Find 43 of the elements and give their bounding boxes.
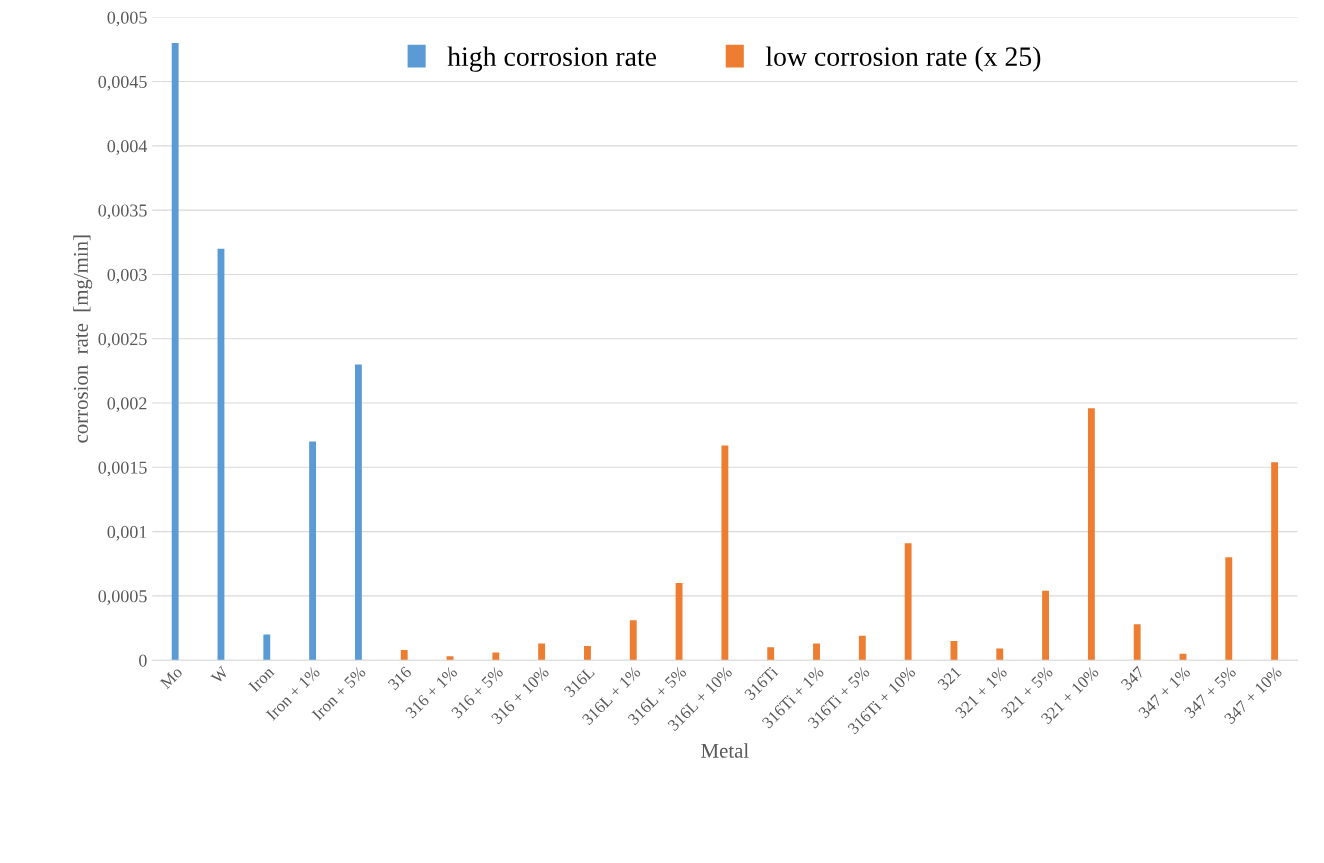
bar bbox=[629, 620, 637, 661]
x-tick-label: Mo bbox=[159, 665, 184, 690]
bar bbox=[767, 647, 775, 661]
bar bbox=[1133, 624, 1141, 661]
bar bbox=[1087, 408, 1095, 661]
legend-label: high corrosion rate bbox=[447, 46, 657, 72]
y-tick-label: 0,0025 bbox=[98, 332, 147, 348]
y-axis-title: corrosion rate [mg/min] bbox=[73, 235, 93, 443]
y-tick-label: 0,0005 bbox=[98, 590, 147, 605]
x-tick-label: Iron bbox=[248, 665, 275, 693]
x-tick-label: W bbox=[210, 665, 230, 685]
x-tick-label: 316L bbox=[563, 666, 596, 698]
bar bbox=[538, 643, 546, 661]
x-tick-label: 347 bbox=[1120, 665, 1146, 691]
y-tick-label: 0,0015 bbox=[98, 461, 147, 477]
y-tick-label: 0,003 bbox=[107, 268, 147, 284]
bar bbox=[171, 42, 179, 661]
y-tick-label: 0,005 bbox=[107, 11, 147, 27]
x-tick-label: 316 bbox=[387, 665, 413, 691]
y-tick-label: 0,004 bbox=[107, 140, 148, 155]
y-tick-label: 0,0035 bbox=[98, 204, 147, 220]
y-tick-label: 0 bbox=[139, 654, 147, 667]
legend-label: low corrosion rate (x 25) bbox=[765, 46, 1041, 72]
bar bbox=[721, 445, 729, 661]
bar bbox=[400, 649, 408, 661]
y-tick-label: 0,0045 bbox=[98, 75, 147, 91]
y-tick-label: 0,001 bbox=[107, 525, 147, 541]
bar bbox=[1271, 462, 1279, 661]
bar bbox=[813, 643, 820, 661]
bar bbox=[858, 635, 866, 661]
x-axis-title: Metal bbox=[701, 743, 749, 758]
bar bbox=[1225, 557, 1233, 661]
bar bbox=[263, 634, 271, 661]
bar bbox=[309, 441, 317, 661]
bar bbox=[492, 652, 500, 661]
bar bbox=[354, 364, 362, 661]
bar bbox=[996, 648, 1004, 661]
bar bbox=[584, 646, 591, 661]
x-tick-label: 321 bbox=[937, 666, 962, 691]
bar bbox=[904, 543, 912, 661]
y-tick-label: 0,002 bbox=[107, 397, 147, 413]
bar bbox=[675, 583, 683, 661]
bar bbox=[1042, 590, 1049, 661]
